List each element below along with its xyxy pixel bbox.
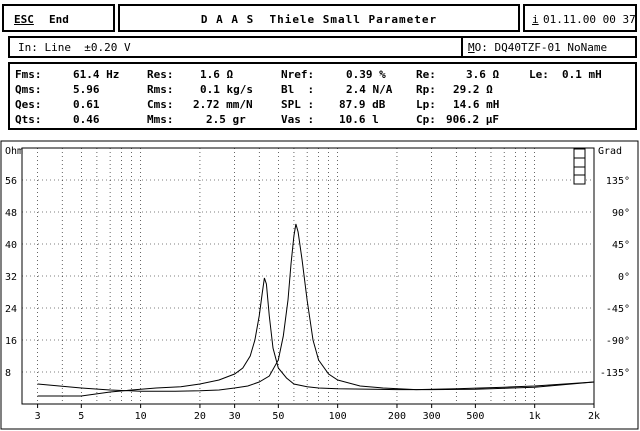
x-tick-label: 20: [194, 411, 206, 422]
x-tick-label: 1k: [529, 411, 541, 422]
left-tick-label: 16: [5, 336, 17, 347]
right-tick-label: 0°: [618, 272, 630, 283]
series-line-2: [37, 223, 595, 392]
left-axis: 56 48 40 32 24 16 8: [5, 176, 17, 379]
x-tick-label: 2k: [588, 411, 600, 422]
right-tick-label: 90°: [612, 208, 630, 219]
right-tick-label: -90°: [606, 336, 630, 347]
left-axis-label: Ohm: [5, 146, 23, 157]
param-value: 2.5 gr: [206, 113, 246, 126]
right-tick-label: 45°: [612, 240, 630, 251]
info-datetime-button[interactable]: i 01.11.00 00 37: [523, 4, 637, 32]
x-tick-label: 300: [423, 411, 441, 422]
x-tick-label: 30: [229, 411, 241, 422]
param-label: Qts:: [15, 113, 42, 126]
param-label: Mms:: [147, 113, 174, 126]
right-tick-label: -45°: [606, 304, 630, 315]
param-label: Qms:: [15, 83, 42, 96]
x-tick-label: 5: [78, 411, 84, 422]
right-tick-label: -135°: [600, 368, 630, 379]
param-value: 0.61: [73, 98, 100, 111]
series-line-1: [37, 277, 595, 397]
title-bar: D A A S Thiele Small Parameter: [118, 4, 520, 32]
left-tick-label: 56: [5, 176, 17, 187]
param-value: 0.1 mH: [562, 68, 602, 81]
datetime-label: 01.11.00 00 37: [543, 13, 636, 26]
param-value: 61.4 Hz: [73, 68, 120, 81]
input-level-label: In: Line ±0.20 V: [18, 41, 131, 54]
right-axis-label: Grad: [598, 146, 622, 157]
right-tick-label: 135°: [606, 176, 630, 187]
param-value: 14.6 mH: [453, 98, 500, 111]
x-tick-label: 10: [135, 411, 147, 422]
x-tick-label: 100: [329, 411, 347, 422]
x-tick-label: 200: [388, 411, 406, 422]
param-label: Rms:: [147, 83, 174, 96]
param-value: 0.39 %: [346, 68, 386, 81]
left-tick-label: 8: [5, 368, 11, 379]
param-label: SPL :: [281, 98, 315, 111]
left-tick-label: 48: [5, 208, 17, 219]
x-axis: 3 5 10 20 30 50 100 200 300 500 1k 2k: [35, 404, 600, 422]
param-value: 29.2 Ω: [453, 83, 493, 96]
param-label: Bl :: [281, 83, 315, 96]
page-title: D A A S Thiele Small Parameter: [200, 13, 438, 26]
info-key-label: i: [532, 13, 539, 26]
model-label: MO: DQ40TZF-01 NoName: [468, 41, 608, 54]
param-label: Fms:: [15, 68, 42, 81]
esc-end-button[interactable]: ESC End: [2, 4, 115, 32]
chart-grid: [22, 148, 594, 404]
param-value: 5.96: [73, 83, 100, 96]
plot-frame: [21, 147, 595, 405]
right-axis: 135° 90° 45° 0° -45° -90° -135°: [600, 176, 630, 379]
x-tick-label: 3: [35, 411, 41, 422]
stack-icon[interactable]: [573, 148, 586, 185]
param-value: 1.6 Ω: [200, 68, 234, 81]
left-tick-label: 32: [5, 272, 17, 283]
param-label: Cms:: [147, 98, 174, 111]
left-tick-label: 24: [5, 304, 17, 315]
esc-key-label: ESC: [14, 13, 34, 26]
parameters-panel: Fms: 61.4 Hz Qms: 5.96 Qes: 0.61 Qts: 0.…: [8, 62, 637, 130]
series-layer: [37, 223, 595, 397]
param-value: 0.46: [73, 113, 100, 126]
model-field[interactable]: MO: DQ40TZF-01 NoName: [461, 36, 637, 58]
param-label: Qes:: [15, 98, 42, 111]
param-value: 87.9 dB: [339, 98, 386, 111]
param-label: Cp:: [416, 113, 436, 126]
param-label: Re:: [416, 68, 436, 81]
param-label: Le:: [529, 68, 549, 81]
param-label: Res:: [147, 68, 174, 81]
x-tick-label: 50: [272, 411, 284, 422]
param-label: Vas :: [281, 113, 315, 126]
param-value: 10.6 l: [339, 113, 379, 126]
left-tick-label: 40: [5, 240, 17, 251]
param-label: Lp:: [416, 98, 436, 111]
param-label: Rp:: [416, 83, 436, 96]
x-tick-label: 500: [466, 411, 484, 422]
param-value: 2.4 N/A: [346, 83, 393, 96]
param-value: 0.1 kg/s: [200, 83, 253, 96]
param-value: 906.2 µF: [446, 113, 499, 126]
end-label: End: [49, 13, 69, 26]
param-value: 2.72 mm/N: [193, 98, 253, 111]
param-label: Nref:: [281, 68, 315, 81]
param-value: 3.6 Ω: [466, 68, 500, 81]
